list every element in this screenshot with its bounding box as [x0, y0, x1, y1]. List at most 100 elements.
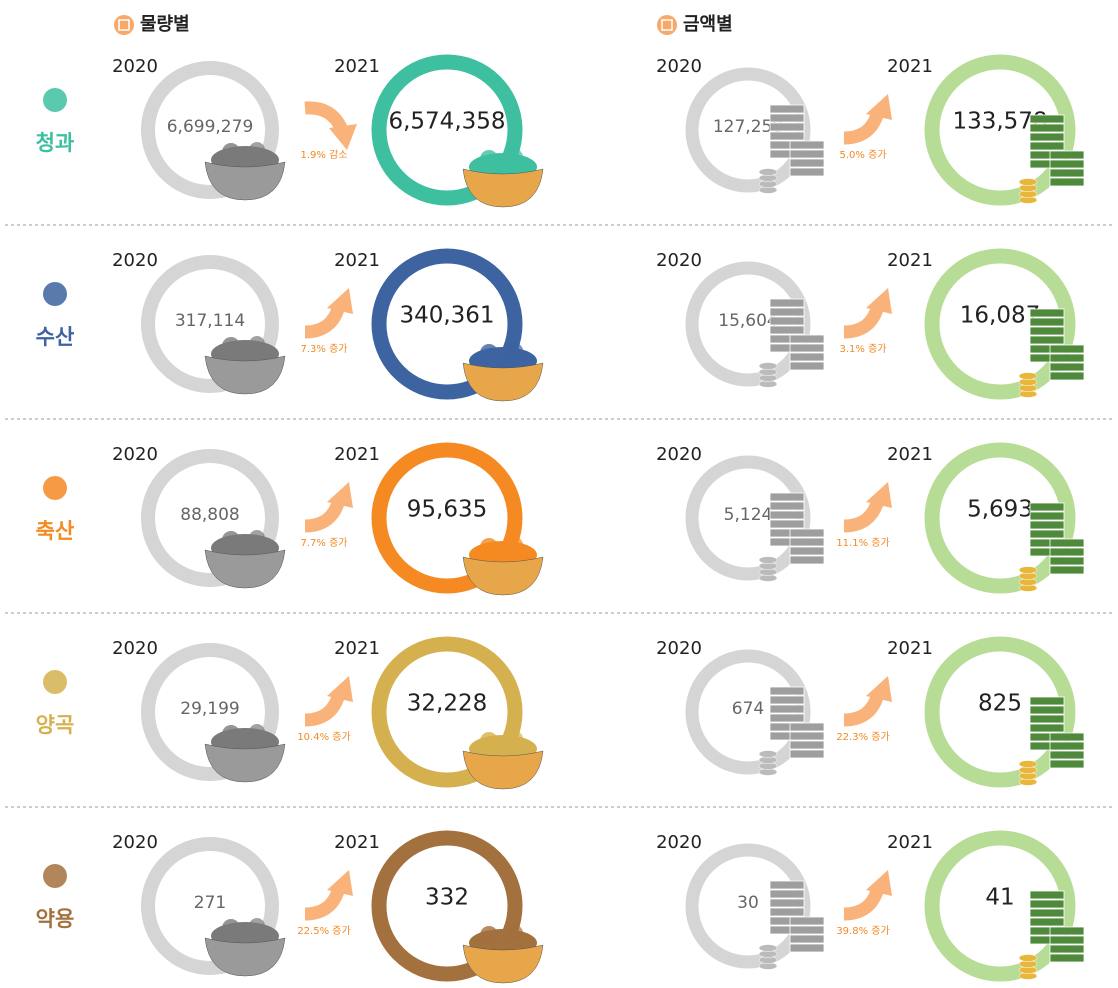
money-stack	[770, 493, 804, 501]
money-stack	[1050, 372, 1084, 380]
category-name: 청과	[36, 131, 75, 155]
basket-goods	[222, 337, 240, 355]
year-label: 2021	[334, 832, 380, 853]
year-label: 2020	[656, 250, 702, 271]
value-2021: 41	[985, 885, 1014, 911]
money-stack	[790, 141, 824, 149]
coin	[759, 751, 777, 758]
money-stack	[1030, 503, 1064, 511]
money-stack	[1050, 927, 1084, 935]
category-icon	[43, 88, 67, 112]
change-label: 10.4% 증가	[297, 731, 350, 743]
money-stack	[1050, 945, 1084, 953]
trend-arrow	[305, 694, 339, 720]
trend-arrow	[844, 888, 878, 914]
basket-goods	[249, 336, 265, 352]
change-label: 1.9% 감소	[301, 149, 348, 161]
change-label: 22.3% 증가	[836, 731, 889, 743]
money-stack	[770, 317, 804, 325]
year-label: 2021	[334, 250, 380, 271]
money-stack	[790, 935, 824, 943]
money-stack	[790, 750, 824, 758]
basket-goods	[222, 531, 240, 549]
category-icon	[43, 476, 67, 500]
value-2020: 29,199	[180, 699, 239, 719]
value-2020: 15,604	[718, 311, 777, 331]
money-stack	[1050, 345, 1084, 353]
money-stack	[790, 150, 824, 158]
money-stack	[790, 723, 824, 731]
money-stack	[1030, 891, 1064, 899]
money-stack	[1050, 566, 1084, 574]
basket-goods	[507, 537, 523, 553]
year-label: 2021	[887, 250, 933, 271]
infographic: 물량별 금액별 청과20206,699,2791.9% 감소20216,574,…	[0, 0, 1118, 988]
money-stack	[1050, 760, 1084, 768]
money-stack	[770, 714, 804, 722]
money-stack	[1030, 142, 1064, 150]
coin	[759, 945, 777, 952]
category-name: 약용	[36, 907, 75, 931]
coin	[1019, 179, 1037, 186]
money-stack	[1030, 909, 1064, 917]
money-stack	[770, 899, 804, 907]
category-name: 양곡	[36, 713, 75, 737]
value-2020: 6,699,279	[167, 117, 254, 137]
money-stack	[1030, 309, 1064, 317]
basket-goods	[507, 343, 523, 359]
money-stack	[790, 741, 824, 749]
coin	[759, 557, 777, 564]
money-stack	[770, 123, 804, 131]
money-stack	[1050, 539, 1084, 547]
value-2021: 340,361	[399, 303, 494, 329]
money-stack	[770, 705, 804, 713]
money-stack	[1050, 954, 1084, 962]
basket-goods	[222, 725, 240, 743]
year-label: 2020	[112, 832, 158, 853]
money-stack	[770, 696, 804, 704]
money-stack	[1030, 133, 1064, 141]
money-stack	[1050, 742, 1084, 750]
money-stack	[1030, 327, 1064, 335]
money-stack	[770, 908, 804, 916]
money-stack	[790, 529, 824, 537]
basket-goods	[249, 918, 265, 934]
money-stack	[770, 502, 804, 510]
value-2020: 674	[732, 699, 764, 719]
basket-goods	[480, 926, 498, 944]
money-stack	[1030, 724, 1064, 732]
basket-goods	[480, 732, 498, 750]
change-label: 11.1% 증가	[836, 537, 889, 549]
money-stack	[1050, 733, 1084, 741]
money-stack	[790, 159, 824, 167]
money-stack	[1050, 936, 1084, 944]
year-label: 2021	[334, 444, 380, 465]
money-stack	[770, 105, 804, 113]
category-name: 축산	[36, 519, 75, 543]
money-stack	[1030, 697, 1064, 705]
year-label: 2020	[112, 638, 158, 659]
money-stack	[1030, 115, 1064, 123]
money-stack	[1050, 151, 1084, 159]
money-stack	[1030, 336, 1064, 344]
money-stack	[1030, 318, 1064, 326]
trend-arrow	[844, 694, 878, 720]
basket-goods	[249, 142, 265, 158]
value-2020: 30	[737, 893, 759, 913]
money-stack	[1030, 715, 1064, 723]
year-label: 2020	[656, 638, 702, 659]
coin	[1019, 955, 1037, 962]
year-label: 2021	[887, 444, 933, 465]
header-icon	[657, 15, 677, 35]
basket-goods	[507, 925, 523, 941]
category-icon	[43, 282, 67, 306]
value-2021: 95,635	[407, 497, 487, 523]
trend-arrow	[305, 108, 342, 130]
money-stack	[1050, 354, 1084, 362]
change-label: 5.0% 증가	[840, 149, 887, 161]
money-stack	[1050, 557, 1084, 565]
header-icon	[114, 15, 134, 35]
trend-arrow	[305, 888, 339, 914]
change-label: 7.3% 증가	[301, 343, 348, 355]
trend-arrow	[329, 124, 357, 150]
